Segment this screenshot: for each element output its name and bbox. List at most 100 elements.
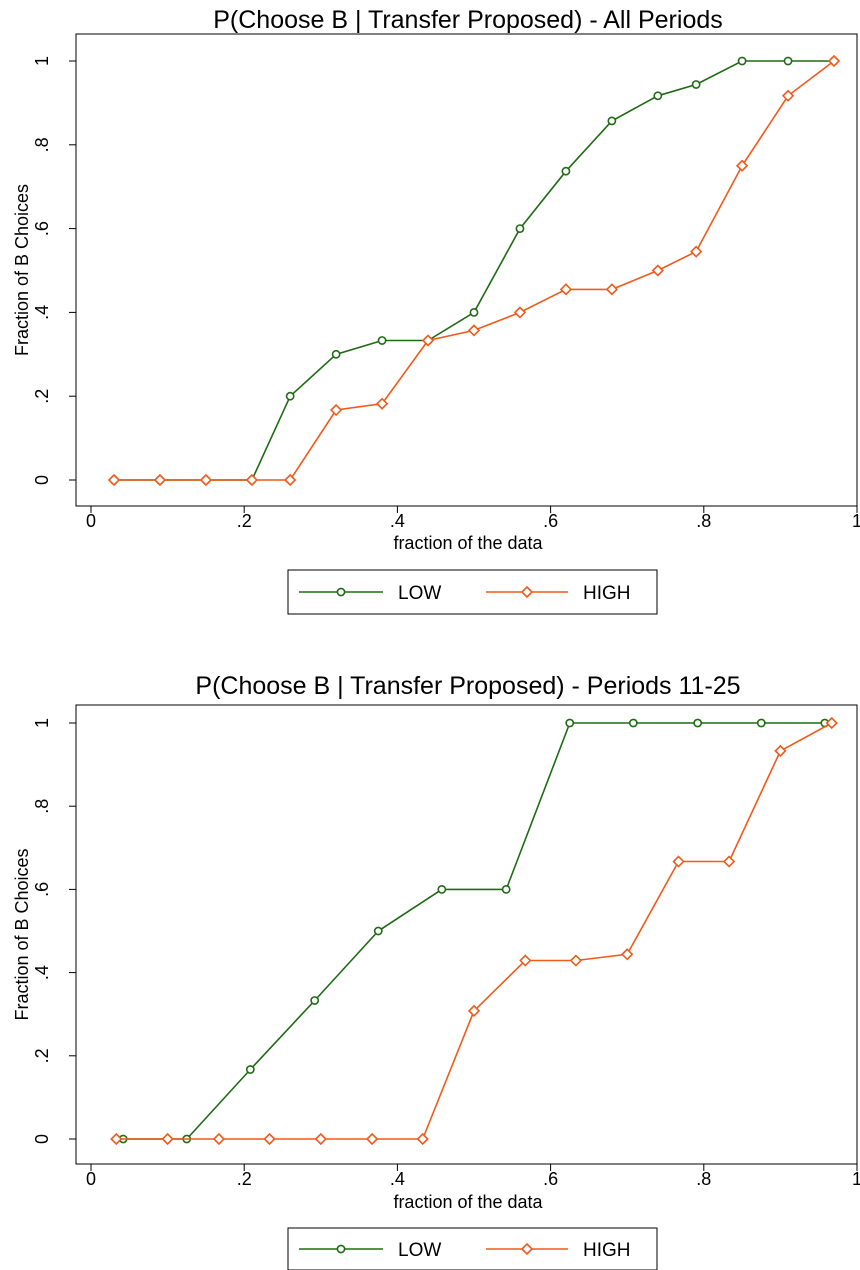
data-point-low	[565, 718, 575, 728]
x-tick-label: .6	[543, 1169, 558, 1189]
y-tick-label: 0	[32, 1134, 52, 1144]
legend-label: LOW	[398, 583, 441, 604]
data-point-high	[781, 89, 795, 102]
data-point-high	[421, 334, 435, 347]
data-point-high	[605, 283, 619, 296]
data-point-low	[628, 718, 638, 728]
y-tick-label: .6	[32, 882, 52, 897]
series-line-low	[114, 60, 834, 481]
data-point-low	[373, 926, 383, 936]
legend-entry-high: HIGH	[486, 1240, 631, 1261]
series-line-high	[116, 722, 833, 1140]
y-tick-label: .6	[32, 221, 52, 236]
x-tick-label: 1	[852, 511, 860, 531]
data-point-high	[314, 1132, 327, 1146]
legend: LOW HIGH	[287, 1227, 658, 1270]
data-point-low	[653, 91, 663, 101]
series-low	[118, 718, 830, 1144]
y-axis-label: Fraction of B Choices	[12, 848, 32, 1020]
data-point-high	[774, 744, 787, 758]
y-tick-label: .2	[32, 1048, 52, 1063]
data-point-high	[153, 473, 167, 487]
data-point-high	[199, 473, 213, 487]
x-tick-label: 1	[852, 1169, 860, 1189]
data-point-high	[569, 954, 583, 967]
x-tick-label: .2	[237, 1169, 252, 1189]
x-tick-label: .4	[390, 1169, 405, 1189]
chart-panel-all-periods: P(Choose B | Transfer Proposed) - All Pe…	[12, 6, 860, 615]
data-point-low	[515, 224, 525, 233]
data-point-high	[107, 473, 121, 487]
y-tick-label: .4	[32, 965, 52, 980]
data-point-low	[501, 884, 511, 894]
x-tick-label: .6	[543, 511, 558, 531]
data-point-low	[691, 80, 701, 89]
legend-label: HIGH	[583, 1240, 631, 1261]
series-high	[110, 716, 838, 1146]
series-line-high	[114, 60, 835, 481]
data-point-low	[607, 116, 617, 126]
data-point-high	[212, 1132, 226, 1146]
legend-marker	[336, 1244, 346, 1254]
y-tick-label: 1	[32, 718, 52, 728]
plot-frame	[75, 704, 858, 1165]
data-point-low	[245, 1065, 255, 1074]
data-point-low	[285, 391, 295, 401]
legend-entry-high: HIGH	[486, 583, 631, 604]
chart-title: P(Choose B | Transfer Proposed) - All Pe…	[213, 6, 723, 34]
data-point-high	[519, 954, 532, 967]
chart-periods-11-25: P(Choose B | Transfer Proposed) - Period…	[12, 672, 860, 1270]
y-tick-label: .2	[32, 389, 52, 404]
legend: LOW HIGH	[287, 569, 658, 615]
legend-entry-low: LOW	[299, 583, 441, 604]
data-point-high	[110, 1132, 123, 1146]
data-point-high	[825, 716, 838, 730]
y-tick-label: 0	[32, 475, 52, 485]
chart-all-periods: P(Choose B | Transfer Proposed) - All Pe…	[12, 6, 860, 615]
data-point-low	[469, 307, 479, 317]
legend-label: HIGH	[583, 583, 631, 604]
y-tick-label: .8	[32, 137, 52, 152]
data-point-high	[690, 245, 703, 258]
series-low	[109, 56, 839, 485]
data-point-low	[310, 996, 320, 1005]
data-point-high	[263, 1132, 276, 1146]
y-tick-label: .4	[32, 305, 52, 320]
chart-panel-periods-11-25: P(Choose B | Transfer Proposed) - Period…	[0, 662, 860, 1270]
data-point-high	[365, 1132, 379, 1146]
data-point-high	[467, 324, 481, 337]
x-tick-label: 0	[86, 511, 96, 531]
data-point-high	[559, 283, 573, 296]
x-tick-label: 0	[86, 1169, 96, 1189]
data-point-high	[329, 403, 343, 417]
data-point-high	[621, 948, 634, 961]
data-point-high	[284, 473, 297, 487]
legend-marker	[336, 587, 346, 597]
x-axis-label: fraction of the data	[393, 533, 543, 553]
x-axis-label: fraction of the data	[393, 1192, 543, 1212]
x-tick-label: .8	[696, 1169, 711, 1189]
data-point-high	[375, 397, 389, 410]
x-tick-label: .2	[237, 511, 252, 531]
legend-marker	[520, 1242, 534, 1256]
data-point-high	[467, 1004, 481, 1018]
data-point-low	[737, 56, 747, 66]
data-point-high	[513, 306, 527, 319]
data-point-low	[437, 884, 447, 894]
data-point-high	[161, 1132, 174, 1146]
data-point-low	[377, 336, 387, 345]
legend-marker	[520, 585, 534, 599]
data-point-high	[416, 1132, 429, 1146]
x-tick-label: .8	[696, 511, 711, 531]
data-point-high	[651, 264, 664, 277]
chart-title: P(Choose B | Transfer Proposed) - Period…	[195, 672, 740, 700]
y-axis-label: Fraction of B Choices	[12, 184, 32, 356]
data-point-low	[693, 718, 703, 728]
data-point-low	[561, 166, 571, 176]
data-point-low	[756, 718, 766, 728]
data-point-low	[331, 349, 341, 359]
series-high	[107, 54, 841, 487]
legend-label: LOW	[398, 1240, 441, 1261]
y-tick-label: 1	[32, 56, 52, 66]
data-point-low	[783, 56, 793, 66]
